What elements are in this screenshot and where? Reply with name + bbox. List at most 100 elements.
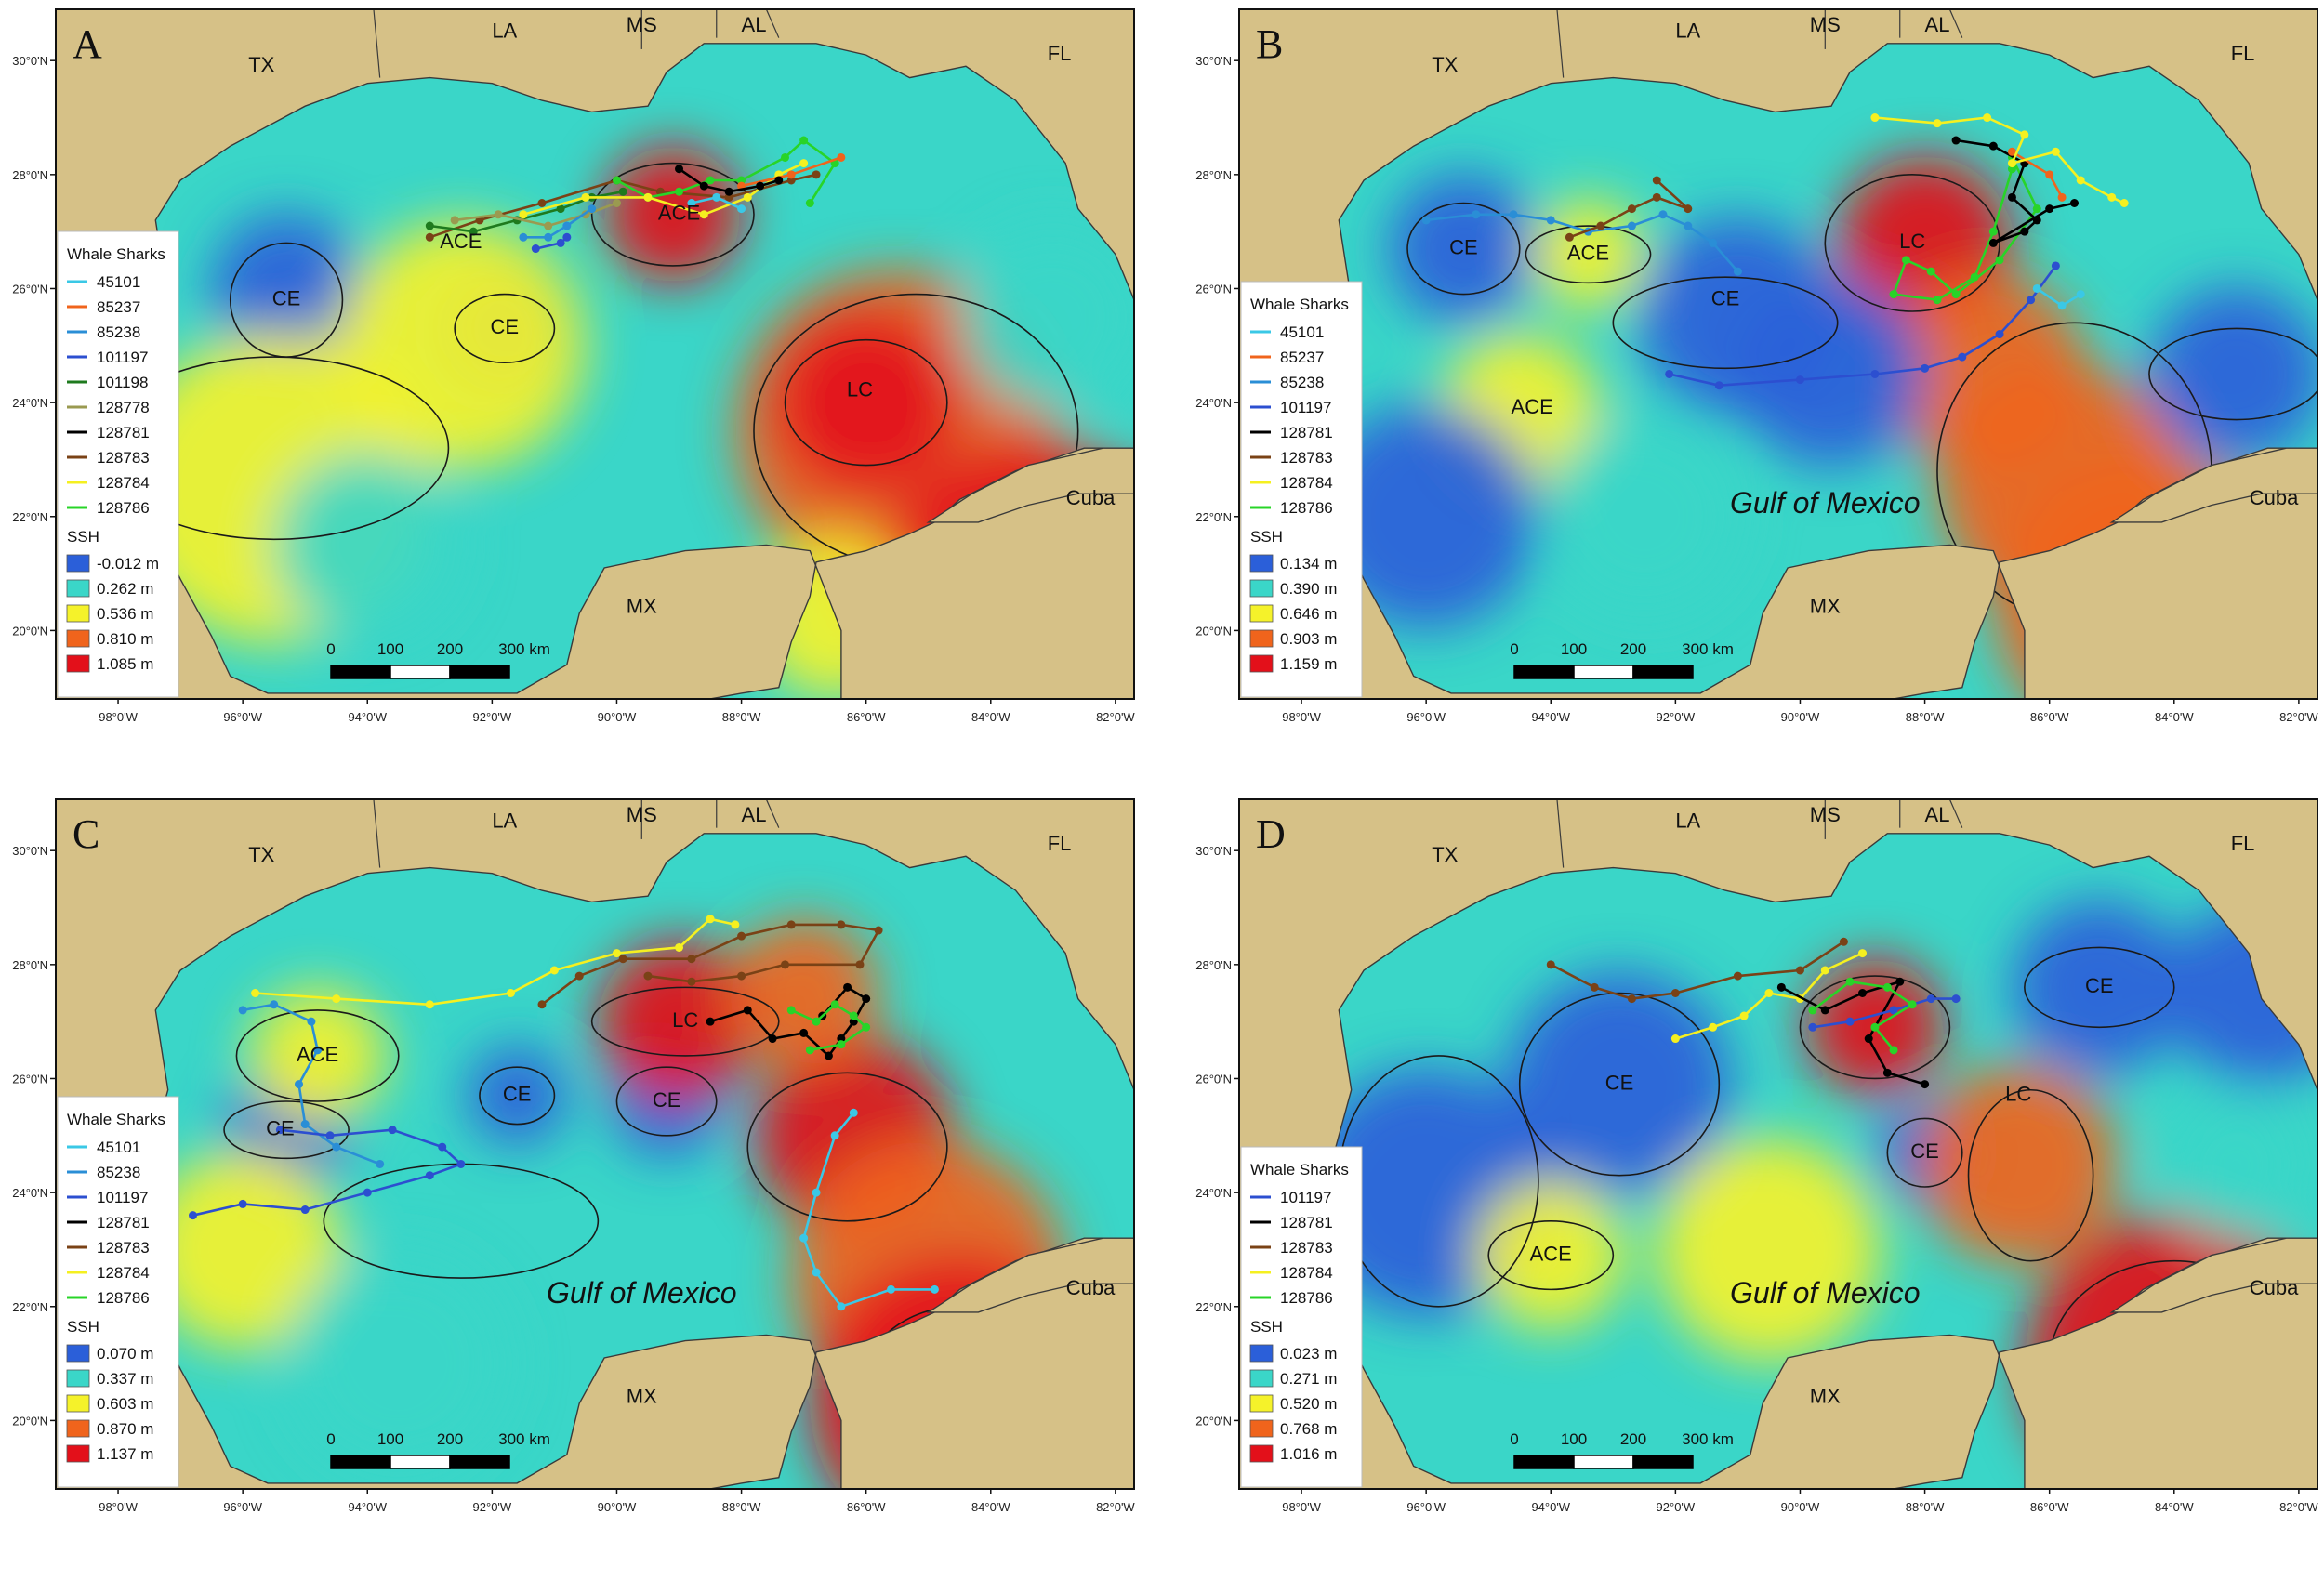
place-label-la: LA: [1675, 19, 1700, 42]
track-point: [2076, 176, 2085, 185]
track-point: [1858, 988, 1868, 997]
track-point: [1820, 966, 1829, 975]
track-point: [675, 187, 684, 196]
track-point: [425, 221, 434, 230]
track-point: [1995, 330, 2004, 339]
lat-tick-label: 20°0'N: [12, 1414, 48, 1428]
track-point: [724, 187, 733, 196]
legend-entry: 101197: [97, 349, 148, 366]
track-point: [855, 960, 865, 969]
track-point: [1808, 1006, 1817, 1015]
ssh-value: 0.023 m: [1280, 1345, 1337, 1363]
lat-tick-label: 28°0'N: [1195, 168, 1232, 182]
track-point: [849, 1108, 858, 1117]
legend-title-ssh: SSH: [1250, 528, 1283, 546]
ssh-swatch: [66, 579, 90, 598]
ssh-swatch: [1249, 579, 1274, 598]
lon-tick-label: 82°0'W: [2279, 1500, 2318, 1514]
legend-entry: 101197: [97, 1189, 148, 1206]
track-point: [1908, 1000, 1917, 1009]
track-point: [712, 192, 721, 202]
legend: Whale Sharks 101197 128781 128783 128784 1287…: [1240, 1146, 1363, 1488]
track-point: [756, 181, 765, 191]
scale-bar: 0 100 200 300 km: [1510, 640, 1734, 679]
legend-title-ssh: SSH: [1250, 1318, 1283, 1336]
track-point: [799, 136, 809, 145]
lat-tick-label: 24°0'N: [1195, 1186, 1232, 1200]
track-point: [699, 210, 708, 219]
lon-tick-label: 96°0'W: [1406, 1500, 1446, 1514]
legend-entry: 128778: [97, 399, 150, 416]
ssh-swatch: [1249, 654, 1274, 673]
track-point: [799, 1233, 809, 1243]
ssh-value: 0.337 m: [97, 1370, 153, 1388]
track-point: [1889, 290, 1898, 299]
legend-title-sharks: Whale Sharks: [67, 1111, 165, 1128]
state-border: [765, 799, 780, 828]
track-point: [1933, 296, 1942, 305]
track-point: [1546, 216, 1555, 225]
ssh-field: [142, 918, 1110, 1489]
track-point: [2057, 301, 2067, 310]
map-panel-b: CE ACE CE LC ACE TX LA MS AL FL MX Cuba Gulf of Mexi…: [1195, 8, 2318, 724]
track-point: [537, 198, 547, 207]
track-point: [612, 176, 621, 185]
legend-entry: 45101: [97, 273, 140, 291]
track-point: [1820, 1006, 1829, 1015]
track-point: [837, 1302, 846, 1311]
track-point: [843, 982, 852, 992]
track-point: [1882, 982, 1892, 992]
track-point: [574, 971, 584, 981]
track-point: [1808, 1022, 1817, 1032]
track-point: [2045, 170, 2054, 179]
ssh-field: [1314, 155, 2317, 699]
track-85238: [522, 207, 593, 239]
track-point: [189, 1211, 198, 1220]
shark-tracks: [1546, 937, 1961, 1089]
state-border: [765, 9, 780, 38]
track-point: [1970, 272, 1979, 282]
ssh-swatch: [1249, 1369, 1274, 1388]
place-label-tx: TX: [1432, 53, 1458, 76]
track-point: [1421, 216, 1431, 225]
ssh-swatch: [1249, 629, 1274, 648]
lon-tick-label: 84°0'W: [2155, 1500, 2194, 1514]
track-point: [363, 1188, 372, 1197]
ssh-value: 0.810 m: [97, 630, 153, 648]
track-point: [2057, 192, 2067, 202]
track-point: [325, 1131, 335, 1140]
track-point: [1858, 949, 1868, 958]
track-point: [1901, 256, 1910, 265]
lon-tick-label: 94°0'W: [348, 1500, 387, 1514]
track-point: [1658, 210, 1668, 219]
legend: Whale Sharks 45101 85237 85238 101197 101198 1…: [57, 230, 179, 698]
lon-tick-label: 94°0'W: [1531, 1500, 1570, 1514]
legend-entry: 101197: [1280, 399, 1331, 416]
place-label-al: AL: [742, 803, 767, 826]
track-point: [1870, 369, 1880, 378]
track-85238: [1426, 213, 1739, 272]
lon-tick-label: 92°0'W: [1657, 710, 1696, 724]
track-point: [675, 165, 684, 174]
eddy-label: CE: [1605, 1071, 1634, 1094]
track-point: [251, 988, 260, 997]
scale-tick: 300 km: [1682, 640, 1734, 658]
ssh-value: -0.012 m: [97, 555, 159, 573]
track-101197: [192, 1128, 463, 1217]
legend-entry: 128783: [1280, 1239, 1333, 1257]
lon-tick-label: 98°0'W: [99, 710, 138, 724]
track-point: [1795, 966, 1804, 975]
gulf-label: Gulf of Mexico: [547, 1276, 737, 1310]
track-point: [581, 192, 590, 202]
scale-tick: 100: [1561, 1430, 1587, 1448]
place-label-ms: MS: [627, 803, 657, 826]
track-point: [737, 204, 746, 214]
ssh-swatch: [1249, 1344, 1274, 1363]
scale-tick: 100: [1561, 640, 1587, 658]
track-point: [1509, 210, 1518, 219]
track-point: [1988, 141, 1998, 151]
ssh-swatch: [1249, 1444, 1274, 1463]
track-point: [862, 994, 871, 1004]
track-point: [812, 170, 821, 179]
lat-tick-label: 22°0'N: [1195, 1300, 1232, 1314]
